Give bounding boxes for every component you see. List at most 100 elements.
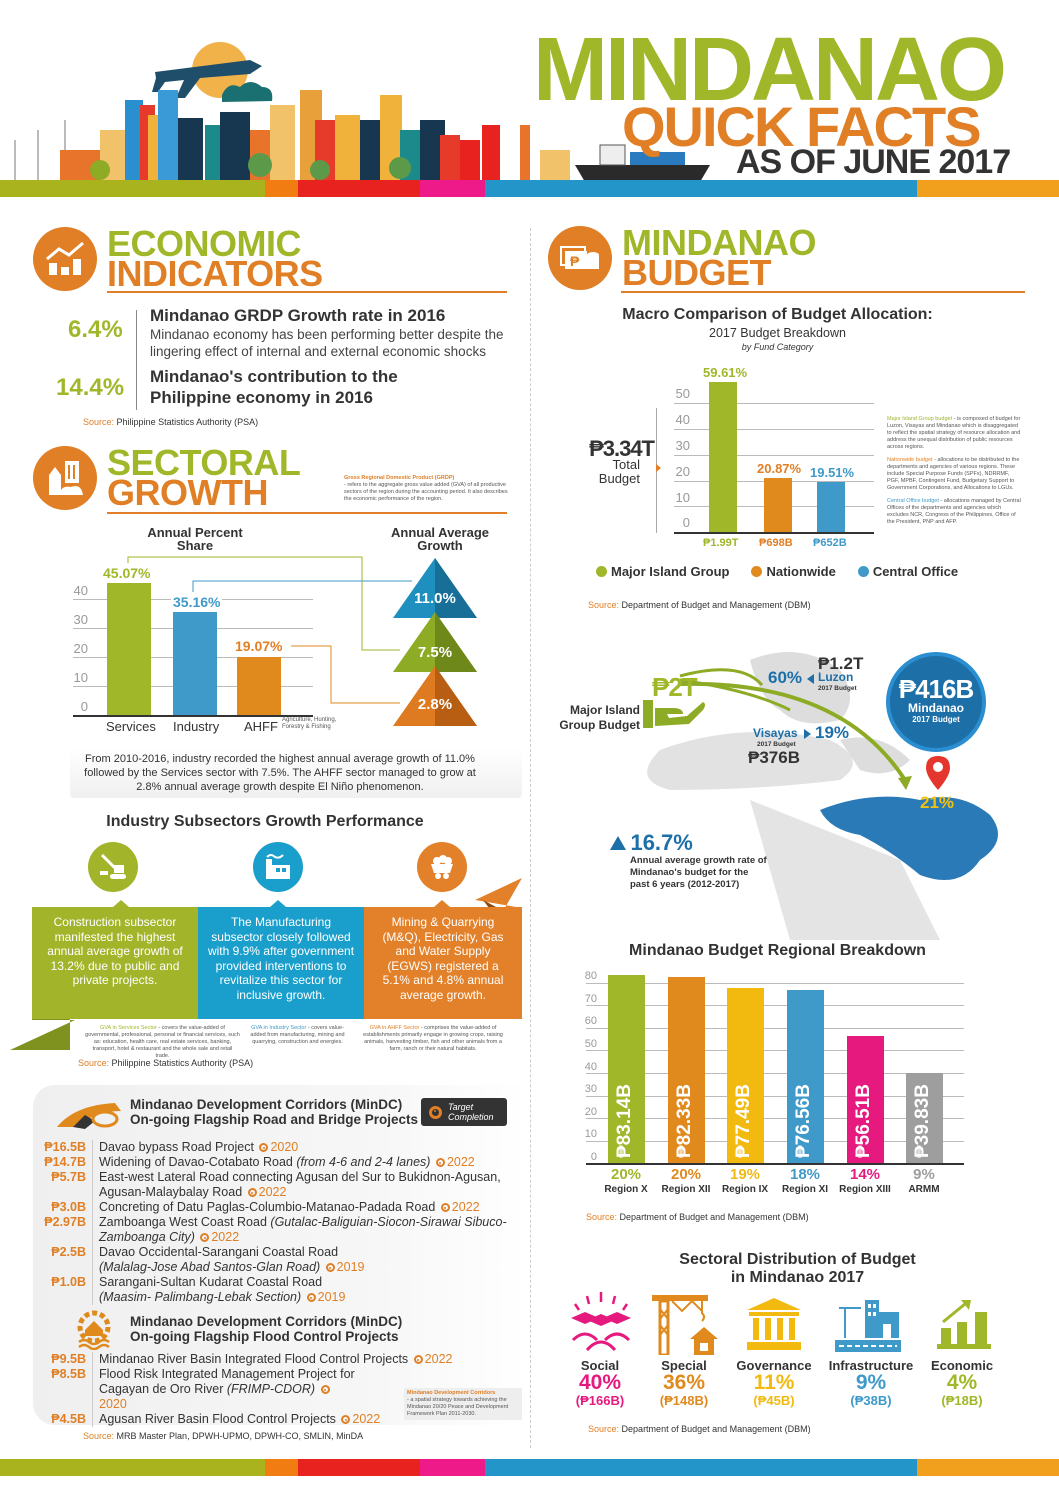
budget-source: Source: Department of Budget and Managem… <box>588 600 811 610</box>
visayas-sub: 2017 Budget <box>757 741 796 748</box>
indicator-value: 6.4% <box>68 316 123 343</box>
column-divider <box>530 228 531 1448</box>
project-item: ₱9.5B Mindanao River Basin Integrated Flo… <box>35 1352 515 1367</box>
subsector-card-construction: Construction subsector manifested the hi… <box>32 907 198 1019</box>
project-item: ₱14.7B Widening of Davao-Cotabato Road (f… <box>35 1155 515 1170</box>
header-color-bar <box>0 180 1059 197</box>
fund-notes: Major Island Group budget - is composed … <box>887 416 1021 525</box>
mindanao-budget-badge: ₱416B Mindanao 2017 Budget <box>886 652 986 752</box>
bar-major-island <box>709 382 737 532</box>
label-services: 45.07% <box>103 565 151 581</box>
connector-lines <box>127 556 412 704</box>
infrastructure-icon <box>835 1300 901 1352</box>
projects-source: Source: MRB Master Plan, DPWH-UPMO, DPWH… <box>83 1431 364 1441</box>
title-date: AS OF JUNE 2017 <box>736 143 1011 181</box>
sector-special: Special 36% (₱148B) <box>659 1358 709 1408</box>
luzon-pct: 60% <box>768 668 803 687</box>
gva-services-note: GVA in Services Sector - covers the valu… <box>85 1025 240 1059</box>
bar-nationwide <box>764 478 792 532</box>
sectoral-title-line2: GROWTH <box>107 472 268 513</box>
target-icon <box>440 1203 450 1212</box>
project-item: ₱2.97B Zamboanga West Coast Road (Gutalac… <box>35 1215 515 1245</box>
sectoral-summary-text: From 2010-2016, industry recorded the hi… <box>84 753 476 793</box>
growth-rate: 16.7% <box>610 830 693 856</box>
triangle-up-icon <box>610 836 626 850</box>
luzon-sub: 2017 Budget <box>818 685 857 692</box>
header: MINDANAO QUICK FACTS AS OF JUNE 2017 <box>0 0 1059 200</box>
skyline-illustration-icon <box>14 42 710 182</box>
economic-growth-icon <box>937 1300 991 1349</box>
subsector-icon-mining <box>417 842 467 892</box>
sector-social: Social 40% (₱166B) <box>575 1358 625 1408</box>
subsector-card-mining: Mining & Quarrying (M&Q), Electricity, G… <box>364 907 522 1019</box>
target-icon <box>259 1143 269 1152</box>
economic-title-line1: ECONOMIC <box>107 223 301 264</box>
macro-title: Macro Comparison of Budget Allocation: <box>622 306 933 323</box>
bar-region-xi <box>787 990 824 1163</box>
subsector-icon-manufacturing <box>253 842 303 892</box>
target-icon <box>341 1415 351 1424</box>
mine-cart-icon <box>431 855 453 879</box>
road-projects-title: Mindanao Development Corridors (MinDC) On… <box>130 1097 419 1127</box>
legend-item: Nationwide <box>751 564 836 579</box>
mindc-note: Mindanao Development Corridors - a spatia… <box>404 1388 522 1420</box>
chart-growth-icon <box>33 227 97 291</box>
label-industry: 35.16% <box>171 594 223 610</box>
project-item: ₱1.0B Sarangani-Sultan Kudarat Coastal Ro… <box>35 1275 515 1305</box>
footer-color-bar <box>0 1459 1059 1476</box>
total-budget-value: ₱3.34T <box>589 436 655 461</box>
caret-right-icon <box>656 464 661 472</box>
budget-title-line2: BUDGET <box>622 252 771 293</box>
title-mindanao: MINDANAO <box>533 20 1007 120</box>
share-chart-title: Annual Percent Share <box>147 525 243 553</box>
graduates-icon <box>571 1292 631 1352</box>
bar-industry <box>173 612 217 715</box>
project-item: ₱3.0B Concreting of Datu Paglas-Columbio-… <box>35 1200 515 1215</box>
sectoral-budget-title: Sectoral Distribution of Budget in Mindan… <box>679 1251 916 1286</box>
ahff-fullname: Agriculture, Hunting, Forestry & Fishing <box>282 717 337 730</box>
target-icon <box>325 1263 335 1272</box>
sector-infrastructure: Infrastructure 9% (₱38B) <box>828 1358 914 1408</box>
caret-left-icon <box>807 674 814 684</box>
bar-region-xii <box>668 977 705 1163</box>
government-building-icon <box>747 1298 801 1350</box>
sector-economic: Economic 4% (₱18B) <box>930 1358 994 1408</box>
project-item: ₱5.7B East-west Lateral Road connecting A… <box>35 1170 515 1200</box>
growth-chart-title: Annual Average Growth <box>390 525 489 553</box>
cat-services: Services <box>106 719 156 734</box>
visayas-pct: 19% <box>815 723 850 742</box>
project-item: ₱2.5B Davao Occidental-Sarangani Coastal … <box>35 1245 515 1275</box>
indicator-divider <box>136 310 137 410</box>
indicator-heading: Mindanao's contribution to the Philippin… <box>150 367 398 407</box>
bar-central-office <box>817 482 845 532</box>
growth-arrow-services: 7.5% <box>393 612 477 674</box>
visayas-label: Visayas <box>753 726 798 740</box>
bar-ahff <box>237 657 281 715</box>
giving-hand-icon <box>643 700 705 728</box>
legend-item: Major Island Group <box>596 564 729 579</box>
subsector-card-manufacturing: The Manufacturing subsector closely foll… <box>198 907 364 1019</box>
total-budget-label: Total Budget <box>598 457 640 486</box>
sectoral-rule <box>107 512 507 514</box>
bar-services <box>107 583 151 715</box>
bar-region-xiii <box>847 1036 884 1163</box>
target-icon <box>429 1105 442 1119</box>
caret-right-icon <box>804 729 811 739</box>
svg-text:₱: ₱ <box>570 253 580 269</box>
flood-gear-house-icon <box>77 1310 111 1350</box>
mindanao-pct: 21% <box>920 793 955 812</box>
sectoral-summary <box>70 748 522 798</box>
indicator-heading: Mindanao GRDP Growth rate in 2016 <box>150 306 446 325</box>
gva-ahff-note: GVA in AHFF Sector - comprises the value… <box>363 1025 503 1052</box>
macro-legend: Major Island Group Nationwide Central Of… <box>596 564 958 579</box>
visayas-amount: ₱376B <box>748 748 800 767</box>
gva-industry-note: GVA in Industry Sector - covers value-ad… <box>250 1025 345 1045</box>
philippines-map-illustration <box>647 652 998 940</box>
crane-excavator-icon <box>100 853 126 879</box>
subsectors-source: Source: Philippine Statistics Authority … <box>78 1058 254 1068</box>
target-icon <box>200 1233 210 1242</box>
peso-money-icon: ₱ <box>548 226 612 290</box>
budget-title-line1: MINDANAO <box>622 222 816 263</box>
legend-item: Central Office <box>857 564 958 579</box>
grdp-note: Gross Regional Domestic Product (GRDP) - … <box>344 475 508 502</box>
